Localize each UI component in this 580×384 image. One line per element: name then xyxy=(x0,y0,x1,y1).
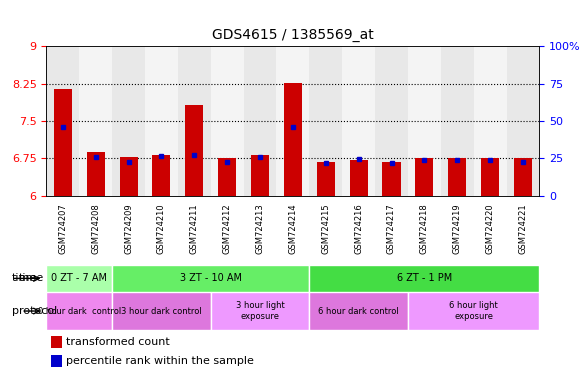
Bar xyxy=(317,162,335,196)
Text: 6 hour light
exposure: 6 hour light exposure xyxy=(450,301,498,321)
Text: 6 hour dark control: 6 hour dark control xyxy=(318,306,399,316)
Bar xyxy=(51,355,62,367)
Text: time: time xyxy=(18,273,44,283)
Bar xyxy=(448,158,466,196)
Bar xyxy=(474,46,506,196)
Bar xyxy=(178,46,211,196)
Bar xyxy=(350,160,368,196)
Text: transformed count: transformed count xyxy=(66,337,170,347)
Text: time: time xyxy=(12,273,37,283)
Bar xyxy=(342,46,375,196)
Bar xyxy=(112,46,145,196)
Bar xyxy=(506,46,539,196)
Bar xyxy=(382,162,401,196)
Text: 3 hour light
exposure: 3 hour light exposure xyxy=(235,301,284,321)
Bar xyxy=(86,152,105,196)
Bar xyxy=(51,336,62,348)
Bar xyxy=(514,158,532,196)
Bar xyxy=(441,46,474,196)
Bar xyxy=(185,105,204,196)
Bar xyxy=(244,46,277,196)
Bar xyxy=(309,292,408,330)
Bar xyxy=(408,292,539,330)
Text: 0 hour dark  control: 0 hour dark control xyxy=(38,306,121,316)
Bar xyxy=(46,292,112,330)
Bar xyxy=(46,265,112,292)
Bar xyxy=(153,155,171,196)
Text: 0 ZT - 7 AM: 0 ZT - 7 AM xyxy=(51,273,107,283)
Text: 3 ZT - 10 AM: 3 ZT - 10 AM xyxy=(180,273,242,283)
Bar xyxy=(481,158,499,196)
Bar xyxy=(218,158,236,196)
Text: percentile rank within the sample: percentile rank within the sample xyxy=(66,356,254,366)
Bar xyxy=(112,292,211,330)
Title: GDS4615 / 1385569_at: GDS4615 / 1385569_at xyxy=(212,28,374,42)
Bar xyxy=(277,46,309,196)
Bar xyxy=(46,46,79,196)
Bar xyxy=(415,158,433,196)
Bar xyxy=(79,46,112,196)
Bar xyxy=(211,292,309,330)
Bar xyxy=(375,46,408,196)
Bar xyxy=(145,46,178,196)
Bar xyxy=(309,46,342,196)
Bar xyxy=(54,88,72,196)
Text: 3 hour dark control: 3 hour dark control xyxy=(121,306,202,316)
Text: protocol: protocol xyxy=(12,306,57,316)
Bar xyxy=(284,83,302,196)
Bar xyxy=(408,46,441,196)
Bar xyxy=(211,46,244,196)
Bar xyxy=(309,265,539,292)
Bar xyxy=(112,265,309,292)
Text: 6 ZT - 1 PM: 6 ZT - 1 PM xyxy=(397,273,452,283)
Bar xyxy=(119,157,137,196)
Bar xyxy=(251,155,269,196)
